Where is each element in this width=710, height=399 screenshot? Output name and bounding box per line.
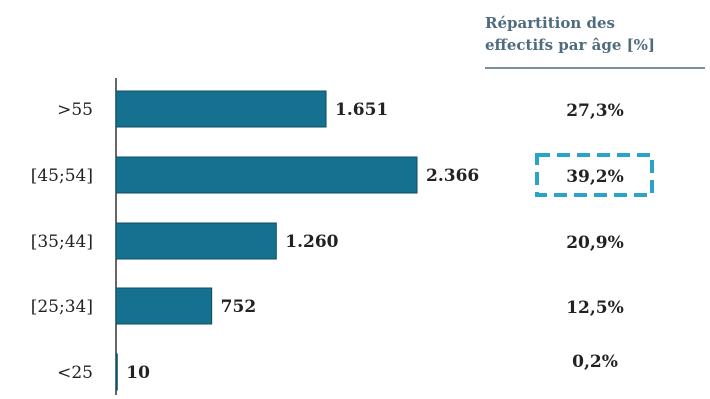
value-label-2: 1.260: [285, 232, 338, 252]
bar-1: [115, 156, 418, 194]
bars-layer: [115, 90, 418, 391]
category-label-0: >55: [57, 100, 93, 120]
category-label-2: [35;44]: [31, 232, 93, 252]
category-labels-layer: >55 [45;54] [35;44] [25;34] <25: [31, 100, 93, 383]
share-panel-title-line-1: Répartition des: [485, 14, 615, 32]
share-label-0: 27,3%: [566, 101, 624, 121]
value-label-4: 10: [126, 363, 150, 383]
category-label-1: [45;54]: [31, 166, 93, 186]
category-label-4: <25: [57, 363, 93, 383]
share-label-3: 12,5%: [566, 298, 624, 318]
share-panel-header: Répartition des effectifs par âge [%]: [485, 14, 705, 69]
category-label-3: [25;34]: [31, 297, 93, 317]
share-labels-layer: 27,3% 39,2% 20,9% 12,5% 0,2%: [535, 101, 654, 372]
value-label-1: 2.366: [426, 166, 479, 186]
value-label-3: 752: [221, 297, 257, 317]
bar-4: [115, 353, 118, 391]
value-labels-layer: 1.651 2.366 1.260 752 10: [126, 100, 479, 383]
bar-2: [115, 222, 277, 260]
share-panel-title-line-2: effectifs par âge [%]: [485, 36, 655, 54]
bar-0: [115, 90, 327, 128]
share-label-2: 20,9%: [566, 233, 624, 253]
value-label-0: 1.651: [335, 100, 388, 120]
bar-3: [115, 287, 213, 325]
highlight-box: [535, 153, 654, 197]
share-label-1: 39,2%: [566, 167, 624, 187]
share-label-4: 0,2%: [572, 352, 618, 372]
